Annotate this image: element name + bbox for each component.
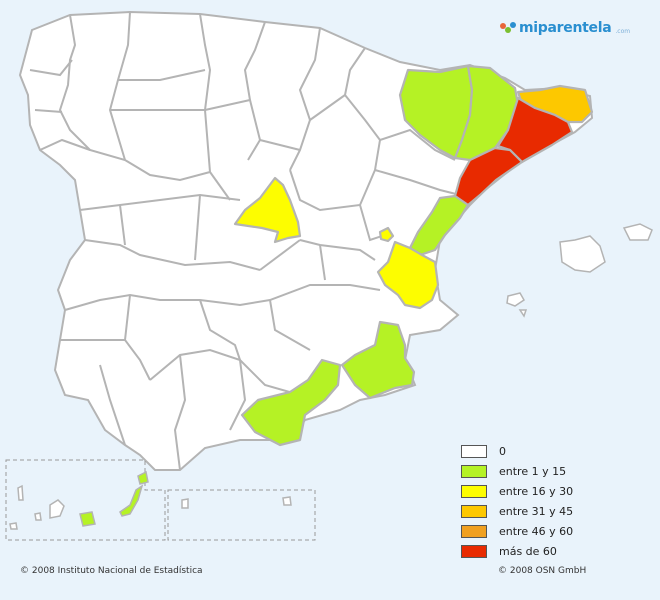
legend-item: entre 31 y 45 <box>461 501 573 521</box>
miparentela-logo[interactable]: miparentela .com <box>500 20 630 36</box>
legend-item: 0 <box>461 441 573 461</box>
legend-label: entre 46 y 60 <box>499 524 574 538</box>
region-tarragona <box>453 146 524 207</box>
footer-copyright-osn: © 2008 OSN GmbH <box>498 566 587 576</box>
legend-swatch <box>461 524 487 538</box>
legend-label: entre 16 y 30 <box>499 484 574 498</box>
region-barcelona <box>496 96 574 164</box>
region-rincon-de-ademuz <box>378 226 395 243</box>
footer-copyright-ine: © 2008 Instituto Nacional de Estadística <box>20 566 203 576</box>
legend-label: entre 1 y 15 <box>499 464 567 478</box>
legend-label: más de 60 <box>499 544 557 558</box>
legend-swatch <box>461 444 487 458</box>
legend-item: entre 1 y 15 <box>461 461 573 481</box>
balearic-islands <box>506 223 653 318</box>
legend-swatch <box>461 484 487 498</box>
legend-label: entre 31 y 45 <box>499 504 574 518</box>
region-madrid <box>233 176 302 244</box>
legend-item: entre 46 y 60 <box>461 521 573 541</box>
logo-domain: .com <box>615 27 631 35</box>
region-castellon <box>408 194 470 257</box>
legend-item: más de 60 <box>461 541 573 561</box>
legend-swatch <box>461 464 487 478</box>
people-icon <box>500 21 516 35</box>
logo-text: miparentela <box>519 20 612 36</box>
legend-swatch <box>461 504 487 518</box>
region-murcia <box>340 320 416 400</box>
legend-swatch <box>461 544 487 558</box>
region-valencia <box>376 240 440 310</box>
canary-islands-inset <box>5 459 316 541</box>
region-almeria <box>240 358 342 447</box>
legend-label: 0 <box>499 444 506 458</box>
legend-item: entre 16 y 30 <box>461 481 573 501</box>
map-legend: 0 entre 1 y 15 entre 16 y 30 entre 31 y 45 e… <box>461 441 573 561</box>
